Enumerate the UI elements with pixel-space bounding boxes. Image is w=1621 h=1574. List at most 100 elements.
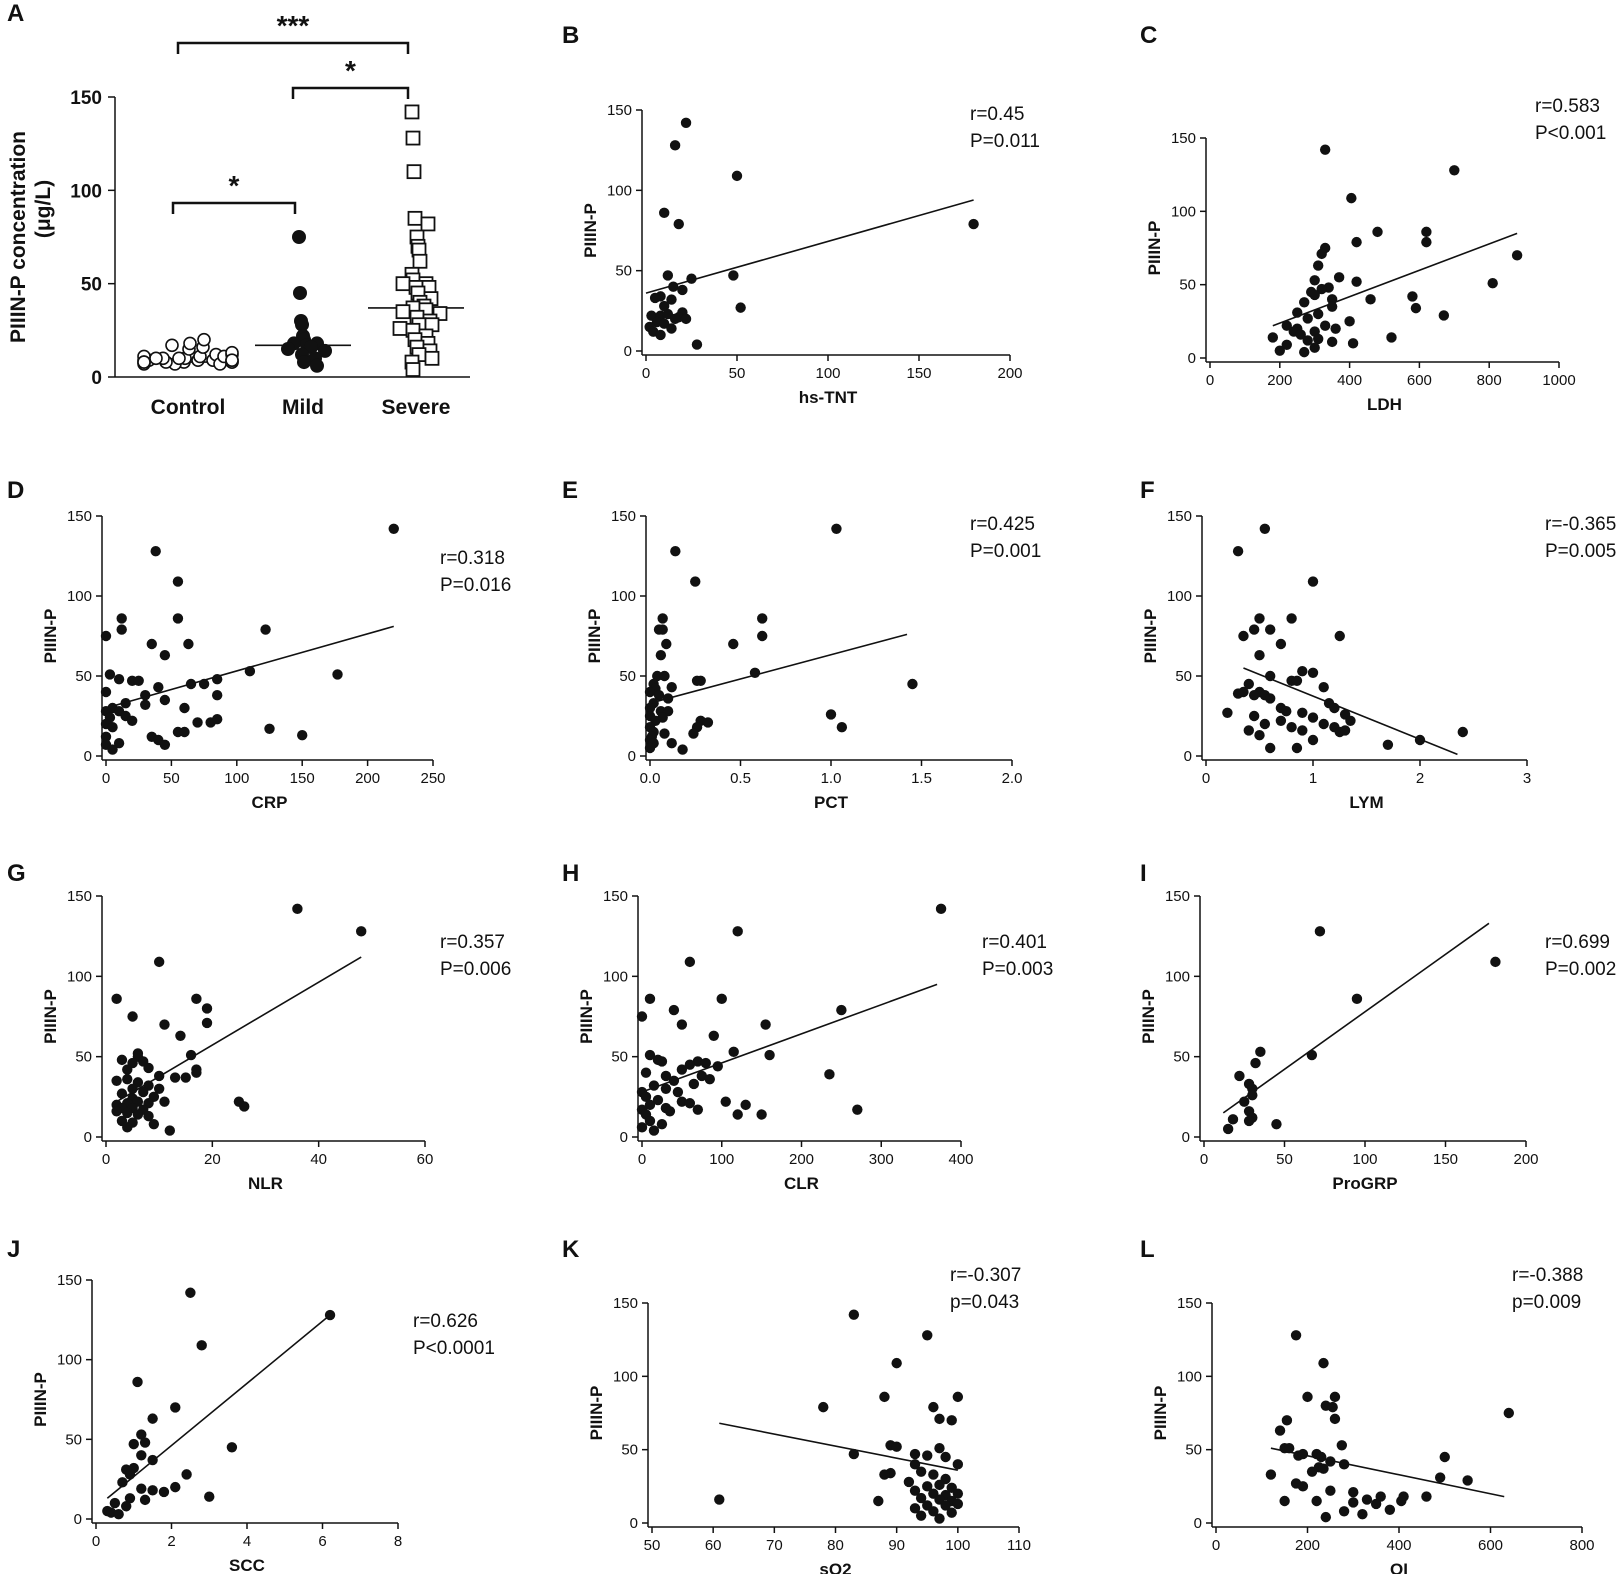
data-point (1329, 1391, 1341, 1403)
data-point (310, 358, 324, 373)
data-point (1325, 1485, 1336, 1496)
data-point (934, 1513, 945, 1524)
correlation-r: r=0.45 (970, 104, 1024, 125)
x-tick-label: 150 (906, 365, 931, 382)
data-point (295, 317, 309, 332)
data-point (907, 678, 918, 690)
data-point (404, 104, 420, 120)
data-point (704, 1073, 715, 1085)
data-point (126, 715, 138, 726)
data-point (1344, 316, 1355, 327)
data-point (1302, 1391, 1313, 1403)
data-point (1329, 1413, 1341, 1425)
data-point (915, 1510, 927, 1521)
data-point (740, 1099, 751, 1111)
y-tick-label: 0 (84, 748, 92, 765)
x-tick-label: 50 (644, 1537, 661, 1554)
data-point (1318, 1463, 1329, 1474)
correlation-r: r=-0.307 (950, 1265, 1021, 1286)
x-tick-label: 2 (1416, 770, 1424, 787)
data-point (405, 362, 421, 377)
data-point (204, 1491, 215, 1502)
data-point (1274, 1425, 1286, 1436)
y-tick-label: 100 (603, 968, 628, 985)
data-point (127, 1011, 138, 1022)
y-tick-label: 50 (75, 668, 92, 685)
data-point (165, 338, 179, 353)
x-tick-label: 150 (290, 770, 315, 787)
data-point (891, 1441, 902, 1452)
y-tick-label: 150 (1171, 130, 1196, 147)
data-point (1326, 336, 1338, 348)
data-point (1319, 144, 1331, 155)
panel-letter: J (7, 1236, 20, 1263)
data-point (1279, 1495, 1290, 1507)
data-point (153, 1070, 165, 1082)
data-point (1238, 630, 1249, 642)
data-point (1318, 1357, 1329, 1369)
data-point (640, 1067, 652, 1078)
data-point (818, 1401, 829, 1413)
data-point (656, 1056, 668, 1067)
category-label: Control (151, 396, 226, 419)
data-point (136, 1450, 147, 1461)
group-control: Control (137, 332, 239, 419)
data-point (133, 675, 144, 686)
y-tick-label: 0 (84, 1129, 92, 1146)
y-tick-label: 100 (1165, 968, 1190, 985)
data-point (211, 690, 223, 701)
data-point (111, 1106, 122, 1117)
data-point (935, 903, 947, 915)
y-tick-label: 0 (91, 368, 102, 389)
data-point (1316, 1451, 1327, 1463)
correlation-r: r=-0.365 (1545, 514, 1616, 535)
x-tick-label: 0 (92, 1533, 100, 1550)
data-point (688, 728, 699, 739)
data-point (644, 993, 656, 1005)
data-point (1227, 1114, 1239, 1125)
data-point (1291, 742, 1303, 754)
data-point (934, 1413, 945, 1425)
x-tick-label: 110 (1007, 1537, 1031, 1554)
data-point (659, 670, 670, 682)
data-point (1284, 1443, 1295, 1454)
data-point (668, 281, 679, 292)
data-point (1248, 690, 1260, 701)
data-point (292, 903, 303, 915)
data-point (264, 723, 275, 734)
y-tick-label: 150 (67, 508, 92, 525)
x-tick-label: 200 (1295, 1537, 1320, 1554)
data-point (1347, 338, 1359, 349)
data-point (164, 1125, 175, 1136)
data-point (150, 546, 161, 557)
data-point (1306, 1466, 1318, 1477)
data-point (940, 1500, 951, 1511)
data-point (1297, 1448, 1309, 1460)
y-tick-label: 100 (1177, 1368, 1202, 1385)
data-point (677, 744, 688, 755)
data-point (1291, 675, 1303, 686)
data-point (653, 690, 665, 701)
x-tick-label: 1 (1309, 770, 1317, 787)
correlation-r: r=0.699 (1545, 932, 1610, 953)
x-tick-label: 0 (1200, 1151, 1208, 1168)
data-point (677, 284, 688, 296)
data-point (686, 273, 697, 284)
data-point (909, 1485, 921, 1496)
data-point (185, 1049, 197, 1061)
data-point (644, 702, 656, 714)
y-tick-label: 50 (1179, 277, 1196, 294)
panel-k: K 0 50 100 150 50 60 70 80 90 100 110 sO2 PIIIN-P r=-0… (562, 1236, 1031, 1574)
x-tick-label: 60 (417, 1151, 434, 1168)
data-point (1265, 1469, 1277, 1480)
x-tick-label: 400 (948, 1151, 973, 1168)
data-point (211, 674, 223, 685)
x-axis-title: NLR (248, 1174, 283, 1193)
data-point (183, 336, 197, 351)
data-point (1302, 313, 1313, 324)
data-point (1312, 308, 1324, 320)
data-point (655, 329, 666, 341)
data-point (1396, 1495, 1407, 1507)
y-tick-label: 150 (1165, 888, 1190, 905)
data-point (1243, 725, 1255, 736)
